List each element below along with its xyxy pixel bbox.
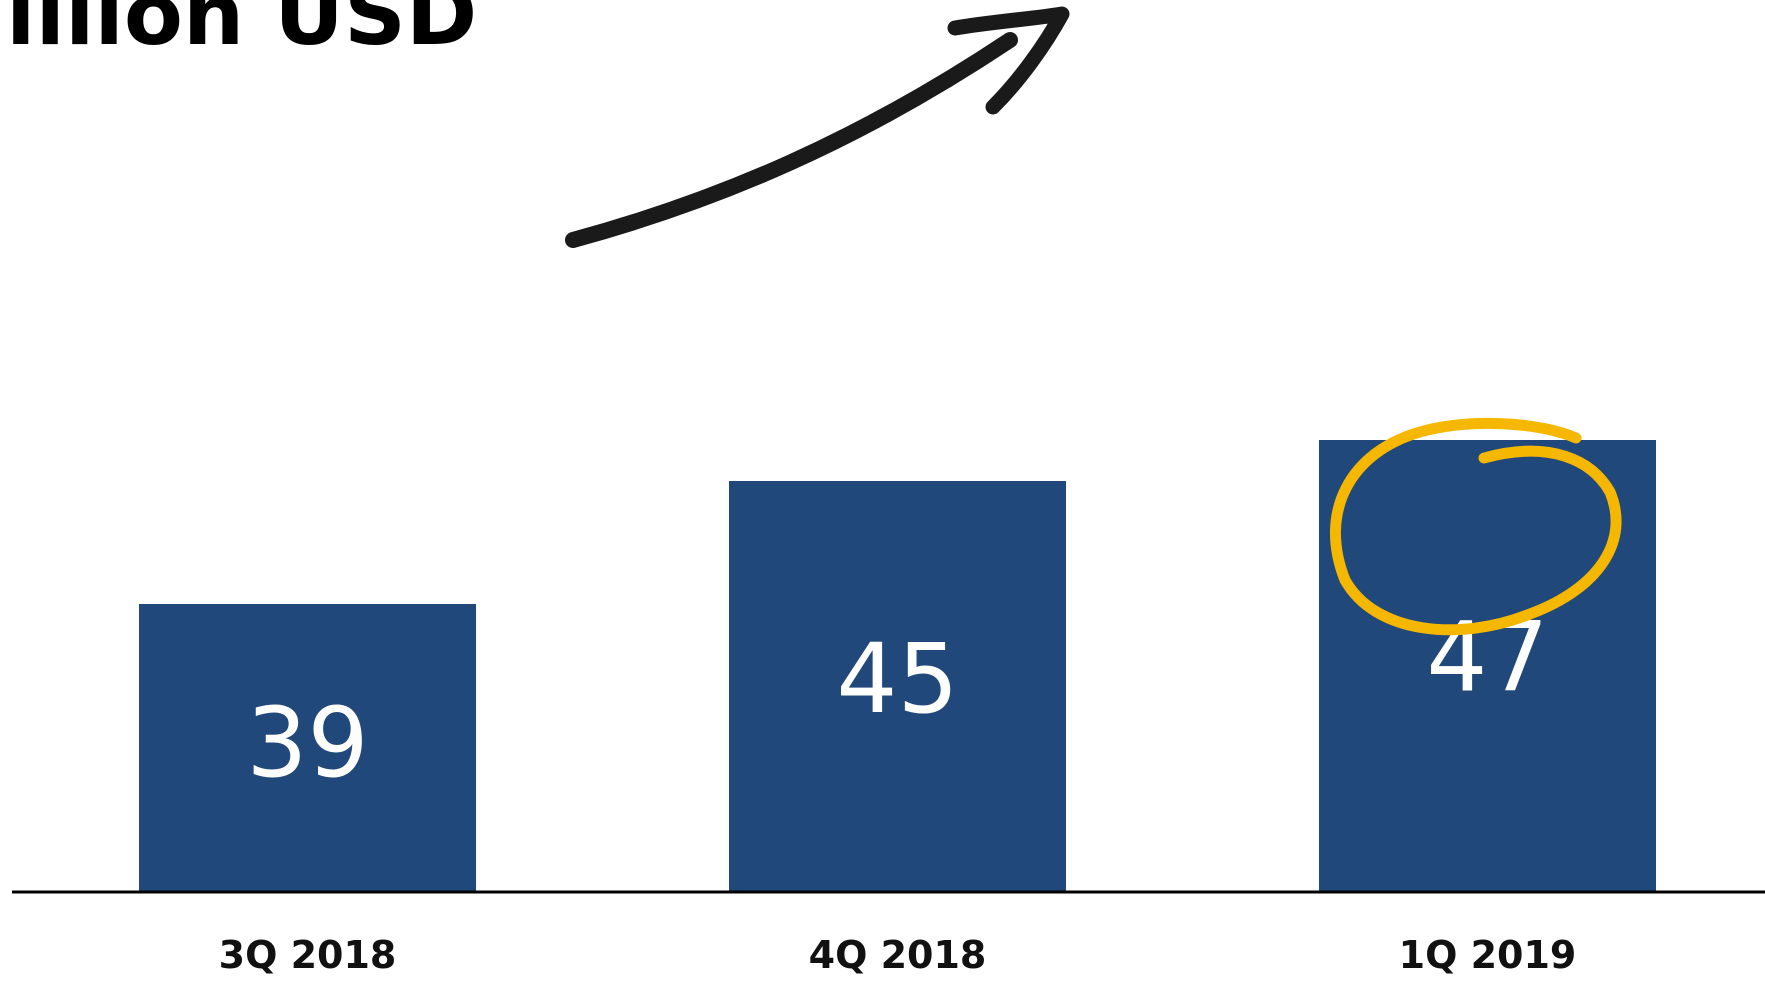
x-tick-labels: 3Q 2018 4Q 2018 1Q 2019 [219,933,1577,977]
bars [139,440,1656,891]
data-label: 39 [246,687,368,799]
bar-1q-2019 [1319,440,1656,891]
bar-3q-2018 [139,604,476,891]
chart-title: illion USD [6,0,477,65]
x-tick-label: 1Q 2019 [1399,933,1577,977]
x-tick-label: 4Q 2018 [809,933,987,977]
hand-drawn-up-arrow-icon [565,6,1070,248]
data-label: 45 [836,623,958,735]
hand-drawn-circle-icon [1330,417,1622,636]
x-tick-label: 3Q 2018 [219,933,397,977]
bar-4q-2018 [729,481,1066,891]
